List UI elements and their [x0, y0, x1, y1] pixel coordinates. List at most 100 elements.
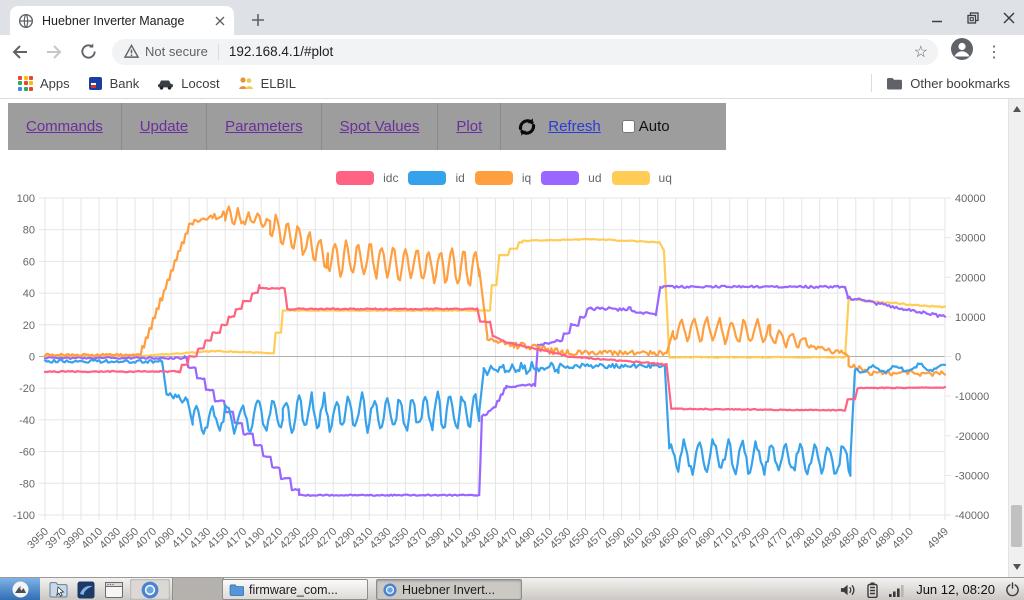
legend-item-ud[interactable]: ud — [541, 171, 602, 185]
other-bookmarks[interactable]: Other bookmarks — [886, 76, 1010, 91]
right-tick-label: 20000 — [955, 272, 986, 284]
security-label: Not secure — [145, 44, 208, 59]
left-tick-label: -40 — [19, 415, 35, 427]
scrollbar-thumb[interactable] — [1011, 505, 1022, 547]
legend-swatch-icon — [611, 171, 650, 185]
network-signal-icon[interactable] — [888, 583, 906, 597]
series-ud — [43, 284, 947, 497]
chromium-launcher-icon[interactable] — [130, 579, 170, 600]
left-tick-label: -60 — [19, 447, 35, 459]
left-tick-label: -80 — [19, 478, 35, 490]
chart-legend: idc id iq ud uq — [0, 171, 1008, 185]
left-tick-label: 80 — [23, 225, 35, 237]
right-tick-label: 0 — [955, 352, 961, 364]
chromium-icon — [383, 582, 397, 597]
apps-grid-icon — [18, 75, 33, 91]
left-tick-label: 0 — [29, 352, 35, 364]
auto-checkbox-label: Auto — [621, 118, 670, 135]
taskbar-window-firmware[interactable]: firmware_com... — [222, 579, 368, 600]
legend-swatch-icon — [474, 171, 513, 185]
series-id — [43, 358, 947, 477]
nav-link-plot[interactable]: Plot — [456, 118, 483, 135]
people-favicon-icon — [238, 77, 253, 89]
system-tray: Jun 12, 08:20 — [840, 578, 1020, 600]
tab-close-icon[interactable] — [212, 13, 228, 29]
forward-icon[interactable] — [40, 38, 68, 66]
web-browser-icon[interactable] — [74, 579, 98, 600]
legend-label: uq — [658, 171, 672, 185]
terminal-window-icon[interactable] — [102, 579, 126, 600]
refresh-icon[interactable] — [515, 115, 539, 139]
right-tick-label: -10000 — [955, 391, 989, 403]
bookmark-bank[interactable]: Bank — [88, 76, 139, 91]
nav-link-update[interactable]: Update — [139, 118, 189, 135]
apps-shortcut[interactable]: Apps — [18, 75, 70, 91]
refresh-link[interactable]: Refresh — [548, 118, 601, 135]
power-icon[interactable] — [1005, 582, 1020, 597]
close-window-icon[interactable] — [1002, 11, 1016, 25]
x-tick-label: 4910 — [890, 526, 916, 552]
workspace-pager[interactable] — [172, 578, 224, 600]
reload-icon[interactable] — [74, 38, 102, 66]
nav-link-parameters[interactable]: Parameters — [225, 118, 303, 135]
legend-swatch-icon — [541, 171, 580, 185]
left-tick-label: -100 — [13, 510, 35, 522]
legend-item-iq[interactable]: iq — [474, 171, 531, 185]
legend-label: ud — [588, 171, 602, 185]
back-icon[interactable] — [6, 38, 34, 66]
taskbar-window-huebner[interactable]: Huebner Invert... — [376, 579, 522, 600]
url-text[interactable]: 192.168.4.1/#plot — [228, 44, 334, 59]
bookmark-elbil[interactable]: ELBIL — [238, 76, 296, 91]
series-idc — [43, 283, 947, 412]
not-secure-warning-icon — [124, 44, 139, 58]
globe-favicon-icon — [18, 13, 34, 28]
tab-title: Huebner Inverter Manage — [42, 13, 185, 28]
legend-item-uq[interactable]: uq — [611, 171, 672, 185]
desktop-logo-icon — [12, 581, 28, 598]
browser-toolbar: Not secure 192.168.4.1/#plot ☆ ⋮ — [0, 35, 1024, 68]
right-tick-label: 30000 — [955, 233, 986, 245]
bookmark-locost[interactable]: Locost — [157, 76, 220, 91]
tab-strip: Huebner Inverter Manage — [0, 0, 1024, 35]
address-bar[interactable]: Not secure 192.168.4.1/#plot ☆ — [112, 38, 938, 65]
page-scrollbar[interactable] — [1008, 99, 1024, 577]
bookmarks-bar: Apps Bank Locost ELBIL Other bookmarks — [0, 68, 1024, 99]
x-tick-label: 4949 — [925, 526, 951, 552]
taskbar: firmware_com... Huebner Invert... Jun — [0, 577, 1024, 600]
app-menu-bar: Commands Update Parameters Spot Values P… — [8, 103, 726, 150]
legend-label: idc — [383, 171, 399, 185]
minimize-icon[interactable] — [930, 11, 944, 25]
plot-chart[interactable]: 3950397039904010403040504070409041104130… — [0, 160, 1008, 577]
legend-item-idc[interactable]: idc — [336, 171, 398, 185]
right-tick-label: -30000 — [955, 470, 989, 482]
file-manager-icon[interactable] — [46, 579, 70, 600]
legend-swatch-icon — [408, 171, 447, 185]
scroll-down-icon[interactable] — [1013, 564, 1021, 570]
nav-link-commands[interactable]: Commands — [26, 118, 103, 135]
window-controls — [930, 0, 1016, 35]
right-tick-label: -20000 — [955, 431, 989, 443]
series-iq — [43, 205, 947, 377]
browser-tab[interactable]: Huebner Inverter Manage — [10, 6, 234, 35]
nav-link-spot-values[interactable]: Spot Values — [339, 118, 420, 135]
browser-menu-icon[interactable]: ⋮ — [986, 43, 1002, 61]
right-tick-label: 10000 — [955, 312, 986, 324]
auto-checkbox[interactable] — [621, 120, 635, 133]
taskbar-clock[interactable]: Jun 12, 08:20 — [916, 582, 995, 597]
volume-icon[interactable] — [840, 583, 857, 597]
web-page: Commands Update Parameters Spot Values P… — [0, 99, 1008, 577]
battery-icon[interactable] — [867, 582, 878, 598]
left-tick-label: 40 — [23, 288, 35, 300]
legend-label: id — [455, 171, 465, 185]
new-tab-button[interactable] — [246, 8, 270, 32]
app-menu-button[interactable] — [0, 578, 40, 600]
left-tick-label: 20 — [23, 320, 35, 332]
car-favicon-icon — [158, 80, 174, 90]
bookmark-star-icon[interactable]: ☆ — [913, 43, 928, 61]
folder-icon — [887, 77, 903, 89]
profile-avatar[interactable] — [950, 37, 974, 66]
restore-icon[interactable] — [966, 11, 980, 25]
legend-item-id[interactable]: id — [408, 171, 465, 185]
scroll-up-icon[interactable] — [1013, 106, 1021, 112]
